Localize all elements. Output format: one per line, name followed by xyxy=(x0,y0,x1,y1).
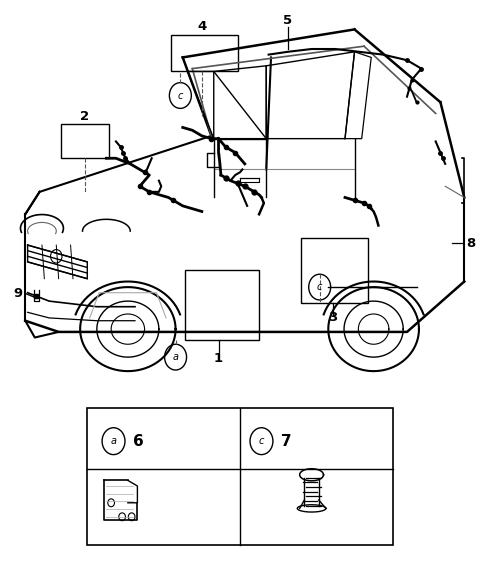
Text: 6: 6 xyxy=(132,434,144,449)
Text: c: c xyxy=(178,91,183,101)
Bar xyxy=(301,238,368,303)
Text: 5: 5 xyxy=(283,15,292,28)
Bar xyxy=(61,123,109,158)
Text: a: a xyxy=(173,352,179,362)
Text: a: a xyxy=(110,436,117,446)
Text: 3: 3 xyxy=(328,311,338,324)
Text: 2: 2 xyxy=(80,110,89,123)
Text: 7: 7 xyxy=(281,434,291,449)
Bar xyxy=(171,35,238,72)
Text: 9: 9 xyxy=(13,287,23,300)
Bar xyxy=(185,270,259,340)
Text: c: c xyxy=(259,436,264,446)
Bar xyxy=(87,408,393,545)
Text: c: c xyxy=(317,282,323,292)
Text: 8: 8 xyxy=(467,237,476,250)
Text: 4: 4 xyxy=(197,20,206,33)
Text: 1: 1 xyxy=(214,352,223,365)
